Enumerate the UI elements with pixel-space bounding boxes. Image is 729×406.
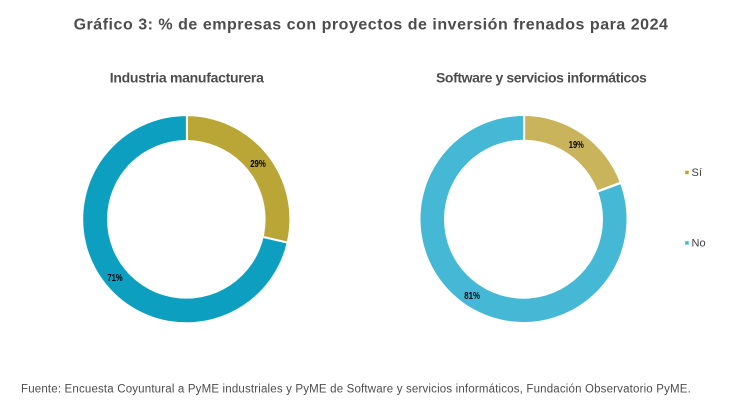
svg-text:Fuente: Encuesta Coyuntural a: Fuente: Encuesta Coyuntural a PyME indus… [21,384,691,396]
svg-text:29%: 29% [250,158,266,170]
svg-text:No: No [692,238,706,250]
svg-text:Software y servicios informáti: Software y servicios informáticos [436,69,647,85]
svg-text:71%: 71% [107,272,123,284]
svg-text:Gráfico 3: % de empresas con p: Gráfico 3: % de empresas con proyectos d… [74,17,669,34]
svg-text:Sí: Sí [692,167,702,179]
svg-text:Industria manufacturera: Industria manufacturera [110,69,264,85]
svg-text:19%: 19% [569,139,584,151]
svg-text:81%: 81% [464,290,480,302]
